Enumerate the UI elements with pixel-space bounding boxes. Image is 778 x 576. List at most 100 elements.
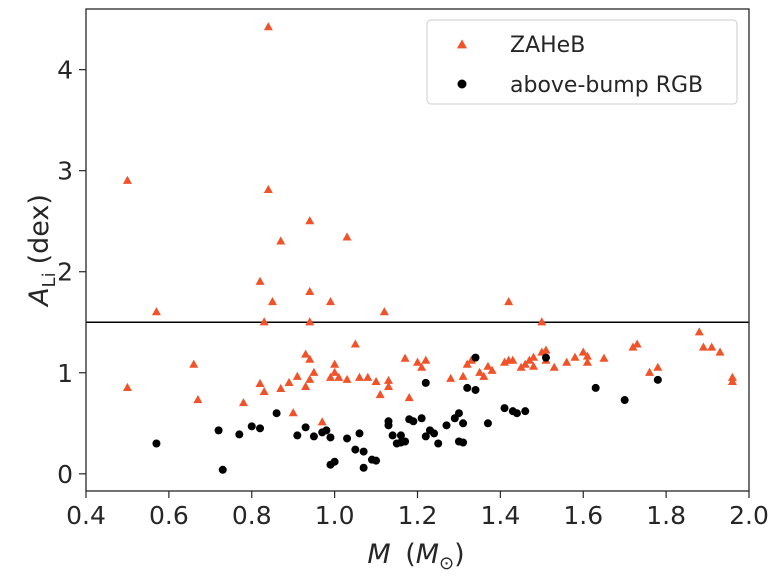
data-point-zaheb [288, 408, 298, 417]
data-point-zaheb [562, 357, 572, 366]
data-point-rgb [421, 432, 430, 441]
data-point-rgb [372, 456, 381, 465]
x-tick-label: 1.2 [398, 501, 438, 530]
data-point-zaheb [263, 184, 273, 193]
data-point-zaheb [342, 232, 352, 241]
data-point-rgb [343, 434, 352, 443]
data-point-zaheb [276, 236, 286, 245]
data-point-zaheb [504, 297, 514, 306]
data-point-rgb [430, 429, 439, 438]
data-point-rgb [421, 378, 430, 387]
data-point-zaheb [645, 367, 655, 376]
y-axis-var: A [24, 287, 55, 307]
data-point-zaheb [383, 381, 393, 390]
y-axis-title: ALi (dex) [24, 194, 60, 308]
data-point-zaheb [151, 307, 161, 316]
data-point-zaheb [342, 374, 352, 383]
data-point-zaheb [653, 362, 663, 371]
data-point-rgb [214, 426, 223, 435]
data-point-zaheb [305, 317, 315, 326]
data-point-zaheb [421, 355, 431, 364]
data-point-rgb [256, 424, 265, 433]
y-tick-label: 0 [57, 460, 73, 489]
data-point-rgb [326, 433, 335, 442]
data-point-zaheb [305, 354, 315, 363]
data-point-zaheb [292, 371, 302, 380]
data-point-rgb [463, 383, 472, 392]
data-point-rgb [459, 438, 468, 447]
data-point-zaheb [375, 389, 385, 399]
x-tick-label: 0.8 [232, 501, 272, 530]
data-point-zaheb [582, 351, 592, 360]
data-point-zaheb [350, 339, 360, 348]
data-point-zaheb [267, 297, 277, 306]
data-point-zaheb [549, 362, 559, 371]
series-zaheb [122, 22, 737, 426]
x-axis-var: M [367, 539, 390, 570]
x-axis-close: ) [454, 539, 465, 570]
data-point-zaheb [325, 372, 335, 381]
data-point-zaheb [400, 353, 410, 362]
data-point-zaheb [524, 355, 534, 364]
data-point-zaheb [529, 352, 539, 361]
data-point-zaheb [570, 352, 580, 361]
data-point-zaheb [379, 307, 389, 316]
data-point-zaheb [508, 355, 518, 364]
plot-frame [85, 8, 750, 492]
data-point-rgb [152, 439, 161, 448]
data-point-zaheb [529, 361, 539, 370]
data-point-rgb [434, 439, 443, 448]
x-tick-label: 1.0 [315, 501, 355, 530]
data-point-zaheb [599, 353, 609, 362]
data-point-zaheb [255, 276, 265, 285]
axes: 0.4 0.6 0.8 1.0 1.2 1.4 1.6 1.8 2.0 0 1 2 3 4 [57, 8, 769, 530]
x-tick-label: 0.6 [149, 501, 189, 530]
data-point-rgb [247, 422, 256, 431]
data-point-zaheb [122, 382, 132, 392]
data-point-zaheb [487, 365, 497, 374]
data-point-rgb [500, 404, 509, 413]
data-point-rgb [620, 396, 629, 405]
legend-box [426, 19, 738, 105]
data-point-zaheb [301, 349, 311, 358]
data-point-rgb [442, 421, 451, 430]
x-tick-label: 1.8 [646, 501, 686, 530]
data-point-rgb [330, 457, 339, 466]
data-point-rgb [293, 431, 302, 440]
data-point-zaheb [541, 345, 551, 354]
legend-marker-rgb [457, 79, 467, 89]
data-point-rgb [322, 426, 331, 435]
data-point-rgb [272, 409, 281, 418]
data-point-zaheb [446, 373, 456, 382]
data-point-zaheb [479, 371, 489, 380]
data-point-zaheb [330, 367, 340, 376]
data-point-zaheb [383, 375, 393, 384]
data-point-zaheb [193, 395, 203, 404]
data-point-zaheb [632, 339, 642, 348]
data-point-rgb [301, 423, 310, 432]
data-point-rgb [359, 463, 368, 472]
data-point-rgb [512, 409, 521, 418]
data-point-rgb [471, 385, 480, 394]
x-axis-title: M (M⊙) [367, 539, 464, 574]
data-point-zaheb [305, 216, 315, 225]
data-point-rgb [235, 430, 244, 439]
data-point-rgb [591, 383, 600, 392]
data-point-zaheb [334, 372, 344, 381]
data-point-zaheb [263, 22, 273, 31]
y-tick-label: 1 [57, 359, 73, 388]
data-point-zaheb [475, 367, 485, 376]
y-axis-sub: Li [39, 272, 60, 287]
data-point-rgb [384, 421, 393, 430]
legend-marker-zaheb [457, 39, 467, 49]
data-point-rgb [351, 445, 360, 454]
x-axis-open: ( [405, 539, 416, 570]
x-tick-label: 0.4 [66, 501, 106, 530]
data-point-zaheb [284, 377, 294, 386]
data-point-zaheb [309, 367, 319, 376]
data-point-zaheb [330, 359, 340, 368]
x-axis-sym: M [416, 539, 439, 570]
data-point-zaheb [404, 393, 414, 402]
series-rgb [152, 353, 662, 474]
data-point-zaheb [325, 297, 335, 306]
